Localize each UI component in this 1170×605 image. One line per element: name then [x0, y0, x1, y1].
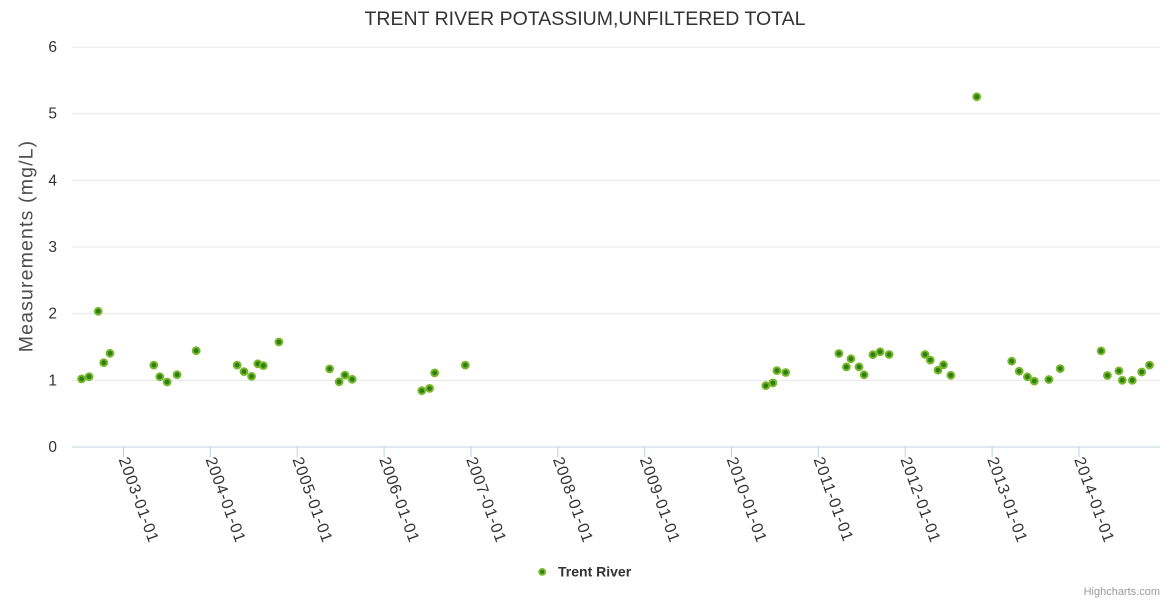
- svg-text:5: 5: [48, 106, 57, 123]
- svg-text:6: 6: [48, 39, 57, 56]
- svg-text:0: 0: [48, 439, 57, 456]
- svg-text:2: 2: [48, 306, 57, 323]
- svg-text:3: 3: [48, 239, 57, 256]
- svg-text:TRENT RIVER POTASSIUM,UNFILTER: TRENT RIVER POTASSIUM,UNFILTERED TOTAL: [365, 8, 806, 30]
- svg-text:Highcharts.com: Highcharts.com: [1084, 586, 1160, 598]
- svg-text:Trent River: Trent River: [558, 564, 632, 580]
- svg-text:Measurements (mg/L): Measurements (mg/L): [15, 140, 37, 353]
- svg-text:1: 1: [48, 372, 57, 389]
- svg-text:4: 4: [48, 172, 57, 189]
